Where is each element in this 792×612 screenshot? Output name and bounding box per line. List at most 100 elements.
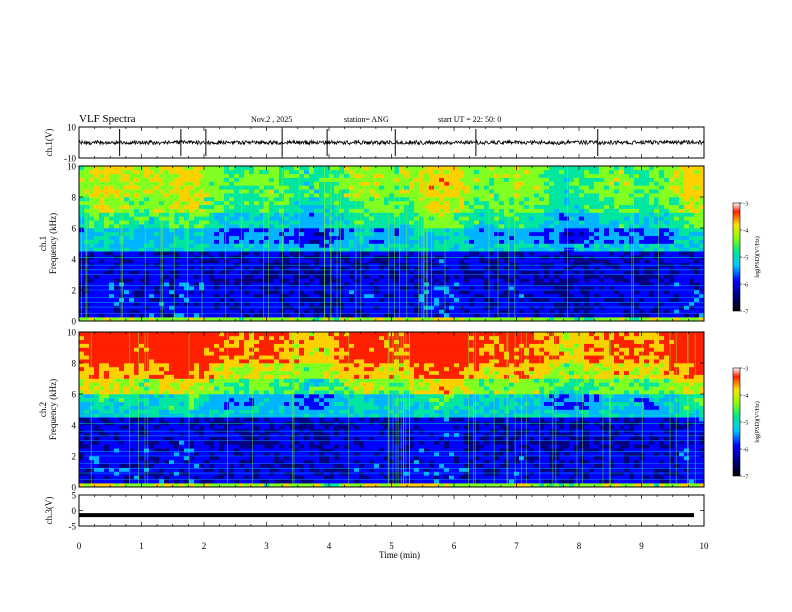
spectrogram-cell — [364, 204, 370, 209]
spectrogram-cell — [614, 166, 620, 171]
spectrogram-cell — [604, 278, 610, 283]
spectrogram-cell — [599, 235, 605, 240]
spectrogram-cell — [479, 274, 485, 279]
spectrogram-cell — [454, 286, 460, 291]
spectrogram-cell — [534, 278, 540, 283]
spectrogram-cell — [469, 239, 475, 244]
spectrogram-cell — [494, 293, 500, 299]
spectrogram-cell — [564, 173, 570, 178]
spectrogram-cell — [604, 208, 610, 213]
spectrogram-cell — [294, 166, 300, 171]
spectrogram-cell — [504, 181, 510, 186]
spectrogram-cell — [374, 231, 380, 237]
spectrogram-cell — [474, 243, 480, 248]
spectrogram-cell — [664, 173, 670, 178]
spectrogram-cell — [464, 228, 470, 233]
spectrogram-cell — [614, 278, 620, 283]
spectrogram-cell — [684, 235, 690, 240]
spectrogram-cell — [274, 317, 280, 322]
spectrogram-cell — [134, 200, 140, 206]
spectrogram-cell — [479, 231, 485, 237]
spectrogram-cell — [464, 231, 470, 237]
spectrogram-cell — [339, 293, 345, 299]
spectrogram-cell — [519, 177, 525, 182]
spectrogram-cell — [674, 181, 680, 186]
spectrogram-cell — [649, 185, 655, 190]
spectrogram-cell — [354, 166, 360, 171]
spectrogram-cell — [589, 166, 595, 171]
spectrogram-cell — [289, 220, 295, 225]
spectrogram-cell — [109, 169, 115, 175]
spectrogram-cell — [564, 185, 570, 190]
spectrogram-cell — [149, 297, 155, 302]
spectrogram-cell — [269, 204, 275, 209]
spectrogram-cell — [174, 231, 180, 237]
spectrogram-cell — [414, 293, 420, 299]
spectrogram-cell — [609, 301, 615, 306]
spectrogram-cell — [149, 286, 155, 291]
spectrogram-cell — [184, 259, 190, 264]
spectrogram-cell — [119, 259, 125, 264]
spectrogram-cell — [479, 212, 485, 217]
spectrogram-cell — [149, 301, 155, 306]
spectrogram-cell — [224, 220, 230, 225]
spectrogram-cell — [434, 274, 440, 279]
spectrogram-cell — [319, 305, 325, 310]
spectrogram-cell — [449, 239, 455, 244]
spectrogram-cell — [149, 290, 155, 295]
spectrogram-cell — [124, 185, 130, 190]
spectrogram-cell — [269, 216, 275, 221]
spectrogram-cell — [194, 235, 200, 240]
spectrogram-cell — [164, 204, 170, 209]
spectrogram-cell — [529, 166, 535, 171]
spectrogram-cell — [514, 169, 520, 175]
spectrogram-cell — [349, 169, 355, 175]
spectrogram-cell — [219, 169, 225, 175]
spectrogram-cell — [269, 301, 275, 306]
spectrogram-cell — [309, 309, 315, 314]
spectrogram-cell — [414, 173, 420, 178]
spectrogram-cell — [604, 297, 610, 302]
spectrogram-cell — [604, 224, 610, 229]
spectrogram-cell — [414, 166, 420, 171]
spectrogram-cell — [364, 309, 370, 314]
spectrogram-cell — [299, 169, 305, 175]
spectrogram-cell — [269, 305, 275, 310]
spectrogram-cell — [144, 239, 150, 244]
spectrogram-cell — [284, 297, 290, 302]
spectrogram-cell — [614, 185, 620, 190]
spectrogram-cell — [309, 166, 315, 171]
spectrogram-cell — [509, 239, 515, 244]
spectrogram-cell — [439, 224, 445, 229]
spectrogram-cell — [519, 200, 525, 206]
spectrogram-cell — [479, 235, 485, 240]
spectrogram-cell — [109, 200, 115, 206]
spectrogram-cell — [279, 259, 285, 264]
spectrogram-cell — [154, 228, 160, 233]
spectrogram-cell — [554, 282, 560, 287]
spectrogram-cell — [669, 177, 675, 182]
spectrogram-cell — [529, 270, 535, 275]
spectrogram-cell — [549, 177, 555, 182]
spectrogram-cell — [579, 177, 585, 182]
spectrogram-cell — [94, 317, 100, 322]
spectrogram-cell — [499, 274, 505, 279]
spectrogram-cell — [549, 309, 555, 314]
spectrogram-cell — [519, 231, 525, 237]
spectrogram-cell — [484, 239, 490, 244]
spectrogram-cell — [219, 228, 225, 233]
spectrogram-cell — [539, 251, 545, 256]
spectrogram-cell — [439, 266, 445, 271]
spectrogram-cell — [294, 204, 300, 209]
spectrogram-cell — [519, 169, 525, 175]
spectrogram-cell — [444, 282, 450, 287]
spectrogram-cell — [369, 177, 375, 182]
spectrogram-cell — [329, 286, 335, 291]
spectrogram-cell — [499, 293, 505, 299]
spectrogram-cell — [469, 224, 475, 229]
spectrogram-cell — [674, 220, 680, 225]
spectrogram-cell — [599, 169, 605, 175]
spectrogram-cell — [389, 224, 395, 229]
spectrogram-cell — [434, 317, 440, 322]
